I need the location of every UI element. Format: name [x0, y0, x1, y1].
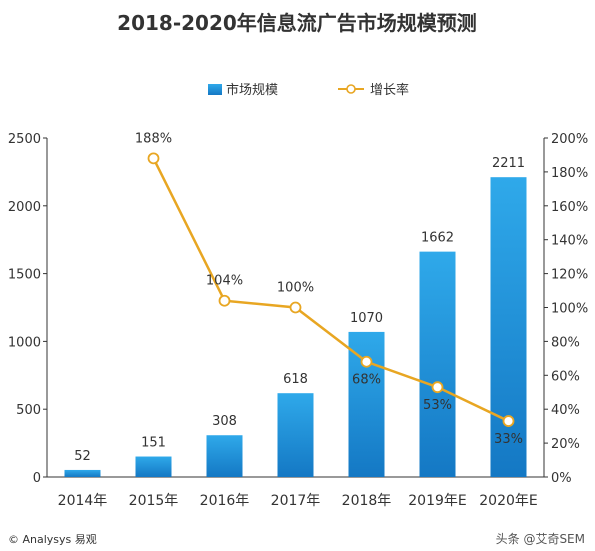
growth-point [360, 355, 373, 368]
bar-value-label: 618 [283, 372, 308, 387]
bar [64, 469, 101, 477]
y-right-tick-label: 200% [551, 132, 588, 147]
growth-point [502, 415, 515, 427]
y-right-tick-label: 0% [551, 471, 572, 486]
growth-value-label: 100% [277, 281, 314, 296]
chart-title: 2018-2020年信息流广告市场规模预测 [117, 11, 477, 35]
y-right-tick-label: 60% [551, 369, 580, 384]
source-credit: © Analysys 易观 [8, 533, 97, 546]
x-tick-label: 2020年E [479, 493, 537, 509]
y-right-tick-label: 80% [551, 335, 580, 350]
y-right-tick-label: 140% [551, 234, 588, 249]
watermark-text: 头条 @艾奇SEM [496, 532, 585, 546]
y-right-tick-label: 160% [551, 200, 588, 215]
y-right-tick-label: 20% [551, 437, 580, 452]
bar [135, 456, 172, 477]
bar [490, 177, 527, 477]
y-right-tick-label: 120% [551, 268, 588, 283]
y-left-tick-label: 500 [16, 403, 41, 418]
legend-line-label: 增长率 [370, 82, 409, 98]
bar [206, 435, 243, 477]
y-left-tick-label: 1000 [8, 335, 41, 350]
legend-bar-label: 市场规模 [226, 82, 278, 98]
legend-bar-swatch [208, 84, 222, 95]
bar [277, 393, 314, 477]
growth-value-label: 68% [352, 373, 381, 388]
y-left-tick-label: 1500 [8, 268, 41, 283]
growth-point [218, 294, 231, 307]
bar-value-label: 308 [212, 414, 237, 429]
y-right-tick-label: 100% [551, 302, 588, 317]
axes: 0 500 1000 1500 2000 2500 0% 20% 40% 60% 80% 100% 12… [8, 132, 588, 509]
x-tick-label: 2014年 [58, 493, 108, 509]
y-right-tick-label: 40% [551, 403, 580, 418]
growth-point [147, 152, 160, 165]
bar [419, 251, 456, 477]
data-labels: 52 151 308 618 1070 1662 2211 188% 104% 100% 68% 53… [74, 131, 525, 464]
bar-value-label: 52 [74, 449, 91, 464]
bar-value-label: 1070 [350, 311, 383, 326]
y-left-tick-label: 2000 [8, 200, 41, 215]
bar-value-label: 1662 [421, 231, 454, 246]
growth-point [289, 301, 302, 314]
growth-value-label: 188% [135, 131, 172, 146]
y-right-tick-label: 180% [551, 166, 588, 181]
x-tick-label: 2017年 [271, 493, 321, 509]
bar-series [64, 177, 527, 477]
bar-value-label: 2211 [492, 156, 525, 171]
bar-value-label: 151 [141, 436, 166, 451]
legend-line-marker [346, 84, 356, 94]
growth-value-label: 104% [206, 274, 243, 289]
x-tick-label: 2016年 [200, 493, 250, 509]
x-tick-label: 2018年 [342, 493, 392, 509]
legend: 市场规模 增长率 [208, 82, 409, 98]
growth-value-label: 33% [494, 432, 523, 447]
x-tick-label: 2015年 [129, 493, 179, 509]
y-left-tick-label: 0 [33, 471, 41, 486]
growth-value-label: 53% [423, 398, 452, 413]
x-tick-label: 2019年E [408, 493, 466, 509]
y-left-tick-label: 2500 [8, 132, 41, 147]
growth-point [431, 381, 444, 394]
growth-line [152, 157, 510, 423]
line-series [147, 152, 515, 427]
